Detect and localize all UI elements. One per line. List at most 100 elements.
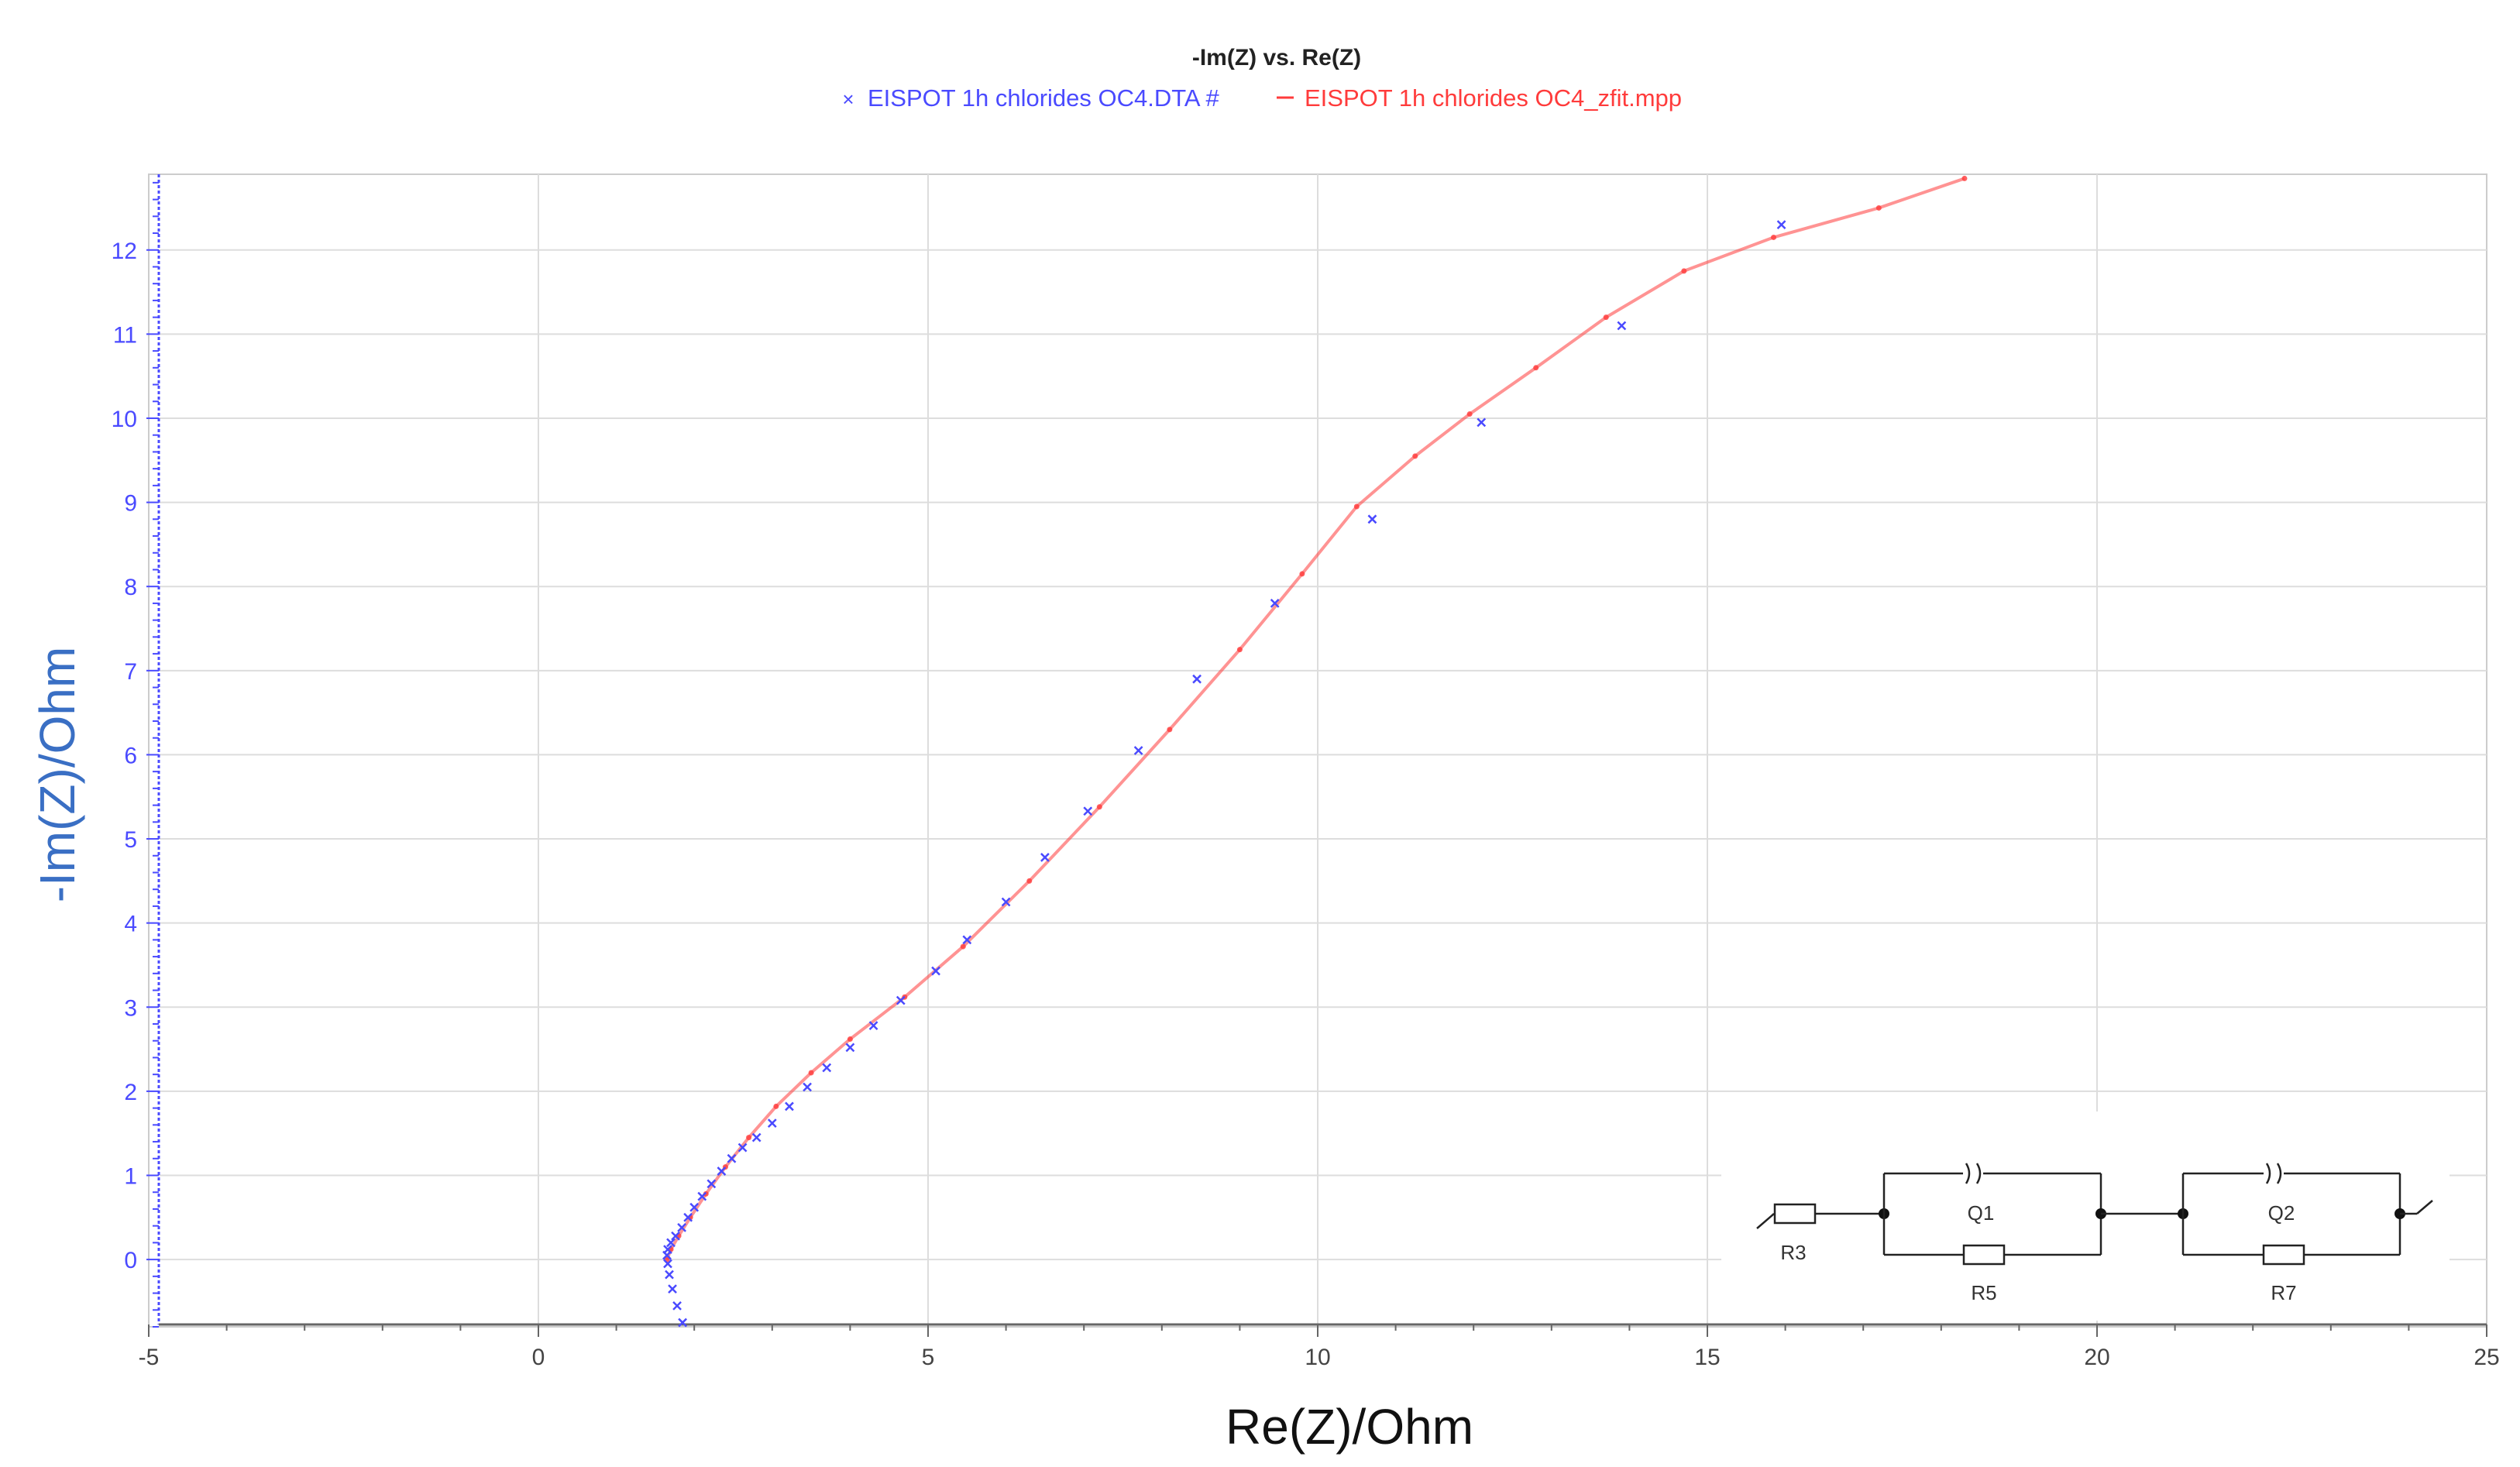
y-tick-label: 7 xyxy=(124,659,137,685)
x-tick-label: -5 xyxy=(139,1345,160,1370)
cpe-q1-symbol xyxy=(1965,1163,1982,1184)
fit-point xyxy=(1681,268,1687,274)
circuit-background xyxy=(1721,1111,2450,1321)
q2-label: Q2 xyxy=(2268,1201,2295,1225)
y-tick-label: 8 xyxy=(124,575,137,600)
data-point xyxy=(677,1222,686,1232)
x-tick-label: 20 xyxy=(2084,1345,2109,1370)
fit-point xyxy=(808,1070,814,1076)
fit-point xyxy=(773,1103,779,1109)
data-point xyxy=(668,1284,677,1294)
y-tick-label: 0 xyxy=(124,1248,137,1273)
cpe-q2-symbol xyxy=(2265,1163,2282,1184)
grid xyxy=(159,174,2487,1324)
data-point xyxy=(1083,806,1093,816)
data-point xyxy=(822,1063,832,1073)
data-point xyxy=(845,1043,855,1053)
data-point xyxy=(767,1118,777,1129)
data-point xyxy=(671,1231,680,1241)
data-point xyxy=(717,1166,727,1176)
fit-point xyxy=(1167,727,1173,733)
fit-point xyxy=(1533,365,1539,371)
y-tick-label: 1 xyxy=(124,1163,137,1189)
fit-point xyxy=(847,1036,853,1043)
r5-label: R5 xyxy=(1971,1281,1996,1304)
fit-point xyxy=(1026,878,1033,884)
data-point xyxy=(1192,674,1202,684)
data-point xyxy=(663,1259,672,1269)
q1-label: Q1 xyxy=(1968,1201,1995,1225)
data-point xyxy=(1270,599,1280,608)
x-tick-label: 10 xyxy=(1305,1345,1330,1370)
series-fit xyxy=(664,175,1968,1263)
data-point xyxy=(672,1300,682,1311)
legend: × EISPOT 1h chlorides OC4.DTA # EISPOT 1… xyxy=(842,84,1682,112)
fit-point xyxy=(1412,453,1418,459)
y-tick-label: 5 xyxy=(124,827,137,853)
x-axis-title: Re(Z)/Ohm xyxy=(1226,1399,1473,1455)
resistor-r3-symbol xyxy=(1773,1203,1817,1225)
data-point xyxy=(706,1179,717,1189)
data-point xyxy=(1617,321,1627,331)
fit-point xyxy=(960,943,966,950)
y-tick-label: 3 xyxy=(124,995,137,1021)
data-point xyxy=(896,995,906,1005)
data-point xyxy=(931,966,940,976)
data-point xyxy=(1001,897,1011,907)
fit-point xyxy=(1961,175,1968,181)
data-point xyxy=(665,1269,674,1280)
data-point xyxy=(727,1153,737,1163)
fit-point xyxy=(1299,571,1305,577)
data-point xyxy=(737,1142,748,1153)
data-point xyxy=(962,935,972,945)
data-point xyxy=(751,1132,762,1142)
fit-point xyxy=(1096,804,1102,810)
data-point xyxy=(697,1191,707,1201)
equivalent-circuit-diagram: R3 Q1 R5 Q2 R7 xyxy=(1721,1111,2450,1321)
data-point xyxy=(1040,853,1050,862)
circuit-lead-in xyxy=(1756,1213,1775,1229)
fit-point xyxy=(1466,411,1473,417)
y-tick-label: 2 xyxy=(124,1080,137,1105)
data-point xyxy=(1776,220,1786,230)
x-tick-label: 25 xyxy=(2474,1345,2499,1370)
y-tick-label: 4 xyxy=(124,912,137,937)
axes xyxy=(146,174,2487,1337)
data-point xyxy=(683,1212,693,1222)
resistor-r7-symbol xyxy=(2262,1244,2305,1266)
fit-point xyxy=(1771,234,1777,240)
data-point xyxy=(666,1238,676,1248)
fit-point xyxy=(746,1135,752,1141)
data-point xyxy=(868,1021,878,1031)
legend-label-fit: EISPOT 1h chlorides OC4_zfit.mpp xyxy=(1305,84,1682,112)
data-point xyxy=(1133,746,1143,755)
data-point xyxy=(1367,514,1377,524)
y-tick-label: 12 xyxy=(112,239,137,264)
y-axis-title: -Im(Z)/Ohm xyxy=(29,647,85,903)
circuit-lead-out xyxy=(2416,1200,2433,1214)
y-tick-label: 11 xyxy=(113,322,137,348)
x-tick-label: 0 xyxy=(532,1345,545,1370)
chart-title: -Im(Z) vs. Re(Z) xyxy=(1192,45,1361,70)
resistor-r5-symbol xyxy=(1962,1244,2006,1266)
fit-series-line xyxy=(665,177,1965,1260)
legend-label-data: EISPOT 1h chlorides OC4.DTA # xyxy=(868,84,1219,112)
data-point xyxy=(1477,417,1487,428)
y-tick-label: 10 xyxy=(112,407,137,432)
y-tick-label: 6 xyxy=(124,743,137,768)
x-tick-label: 15 xyxy=(1694,1345,1720,1370)
fit-point xyxy=(1353,503,1360,510)
legend-marker-data: × xyxy=(842,88,854,111)
x-tick-label: 5 xyxy=(922,1345,935,1370)
y-tick-label: 9 xyxy=(124,491,137,517)
data-point xyxy=(689,1202,700,1212)
fit-point xyxy=(1875,204,1882,211)
data-point xyxy=(678,1318,687,1328)
r7-label: R7 xyxy=(2271,1281,2296,1304)
series-data xyxy=(662,220,1786,1328)
data-point xyxy=(803,1082,812,1092)
data-point xyxy=(785,1101,794,1111)
data-point xyxy=(663,1245,672,1254)
